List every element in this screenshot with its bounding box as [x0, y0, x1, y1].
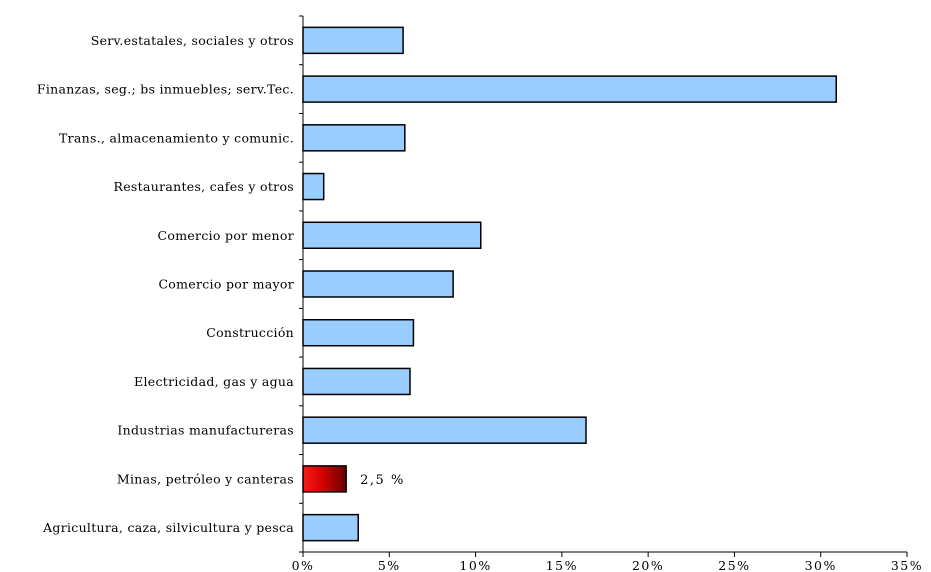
category-label: Minas, petróleo y canteras: [117, 471, 294, 486]
x-tick-label: 15%: [546, 558, 578, 572]
category-label: Finanzas, seg.; bs inmuebles; serv.Tec.: [37, 82, 294, 97]
bar: [302, 318, 415, 347]
category-label: Restaurantes, cafes y otros: [114, 179, 294, 194]
bar: [302, 513, 359, 542]
x-tick-label: 5%: [378, 558, 401, 572]
x-tick-label: 20%: [632, 558, 664, 572]
bar: [302, 75, 837, 103]
category-label: Serv.estatales, sociales y otros: [91, 33, 294, 48]
x-tick-label: 0%: [292, 558, 315, 572]
category-label: Industrias manufactureras: [117, 423, 294, 438]
bar: [302, 416, 587, 444]
bar: [302, 172, 325, 201]
bar-highlight: [302, 465, 347, 493]
plot-area: 0% 5% 10% 15% 20% 25% 30% 35% Serv.estatales, so…: [37, 15, 923, 572]
bar: [302, 270, 454, 298]
x-tick-label: 25%: [718, 558, 750, 572]
x-tick-label: 30%: [805, 558, 837, 572]
data-label: 2,5 %: [360, 473, 405, 488]
category-label: Comercio por mayor: [158, 277, 294, 292]
x-tick-label: 35%: [891, 558, 923, 572]
bar: [302, 221, 482, 250]
category-label: Construcción: [206, 325, 294, 340]
category-label: Agricultura, caza, silvicultura y pesca: [42, 520, 294, 535]
x-tick-label: 10%: [459, 558, 491, 572]
category-label: Trans., almacenamiento y comunic.: [59, 130, 294, 145]
bar: [302, 124, 406, 152]
bar: [302, 367, 411, 396]
bar: [302, 26, 404, 55]
category-label: Electricidad, gas y agua: [134, 374, 294, 389]
category-label: Comercio por menor: [158, 228, 295, 243]
